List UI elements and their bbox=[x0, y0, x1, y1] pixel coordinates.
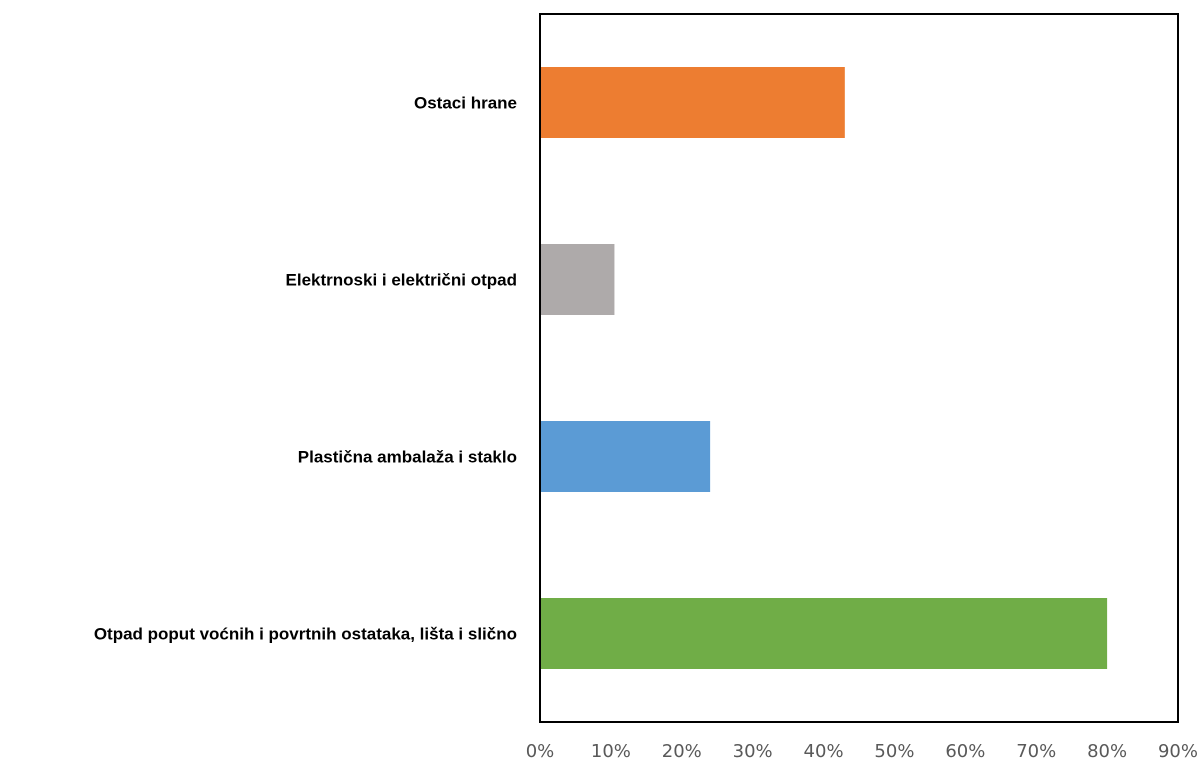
x-tick-label: 20% bbox=[662, 741, 702, 762]
x-tick-label: 40% bbox=[804, 741, 844, 762]
category-label-4: Otpad poput voćnih i povrtnih ostataka, … bbox=[94, 625, 517, 644]
bar-4 bbox=[541, 598, 1108, 669]
x-tick-label: 60% bbox=[945, 741, 985, 762]
bar-1 bbox=[541, 67, 845, 138]
plot-frame bbox=[539, 13, 1179, 723]
x-tick-label: 0% bbox=[526, 741, 555, 762]
x-tick-labels-group: 0% 10% 20% 30% 40% 50% 60% 70% 80% 90% bbox=[526, 741, 1198, 762]
x-tick-label: 70% bbox=[1016, 741, 1056, 762]
x-tick-label: 30% bbox=[733, 741, 773, 762]
bar-2 bbox=[541, 244, 615, 315]
x-tick-label: 90% bbox=[1158, 741, 1198, 762]
x-tick-label: 10% bbox=[591, 741, 631, 762]
category-labels-group: Ostaci hrane Elektrnoski i električni otp… bbox=[94, 94, 517, 644]
x-tick-label: 80% bbox=[1087, 741, 1127, 762]
bars-group bbox=[541, 67, 1108, 669]
category-label-3: Plastična ambalaža i staklo bbox=[298, 448, 517, 467]
bar-3 bbox=[541, 421, 711, 492]
x-tick-label: 50% bbox=[874, 741, 914, 762]
category-label-2: Elektrnoski i električni otpad bbox=[286, 271, 517, 290]
category-label-1: Ostaci hrane bbox=[414, 94, 517, 113]
